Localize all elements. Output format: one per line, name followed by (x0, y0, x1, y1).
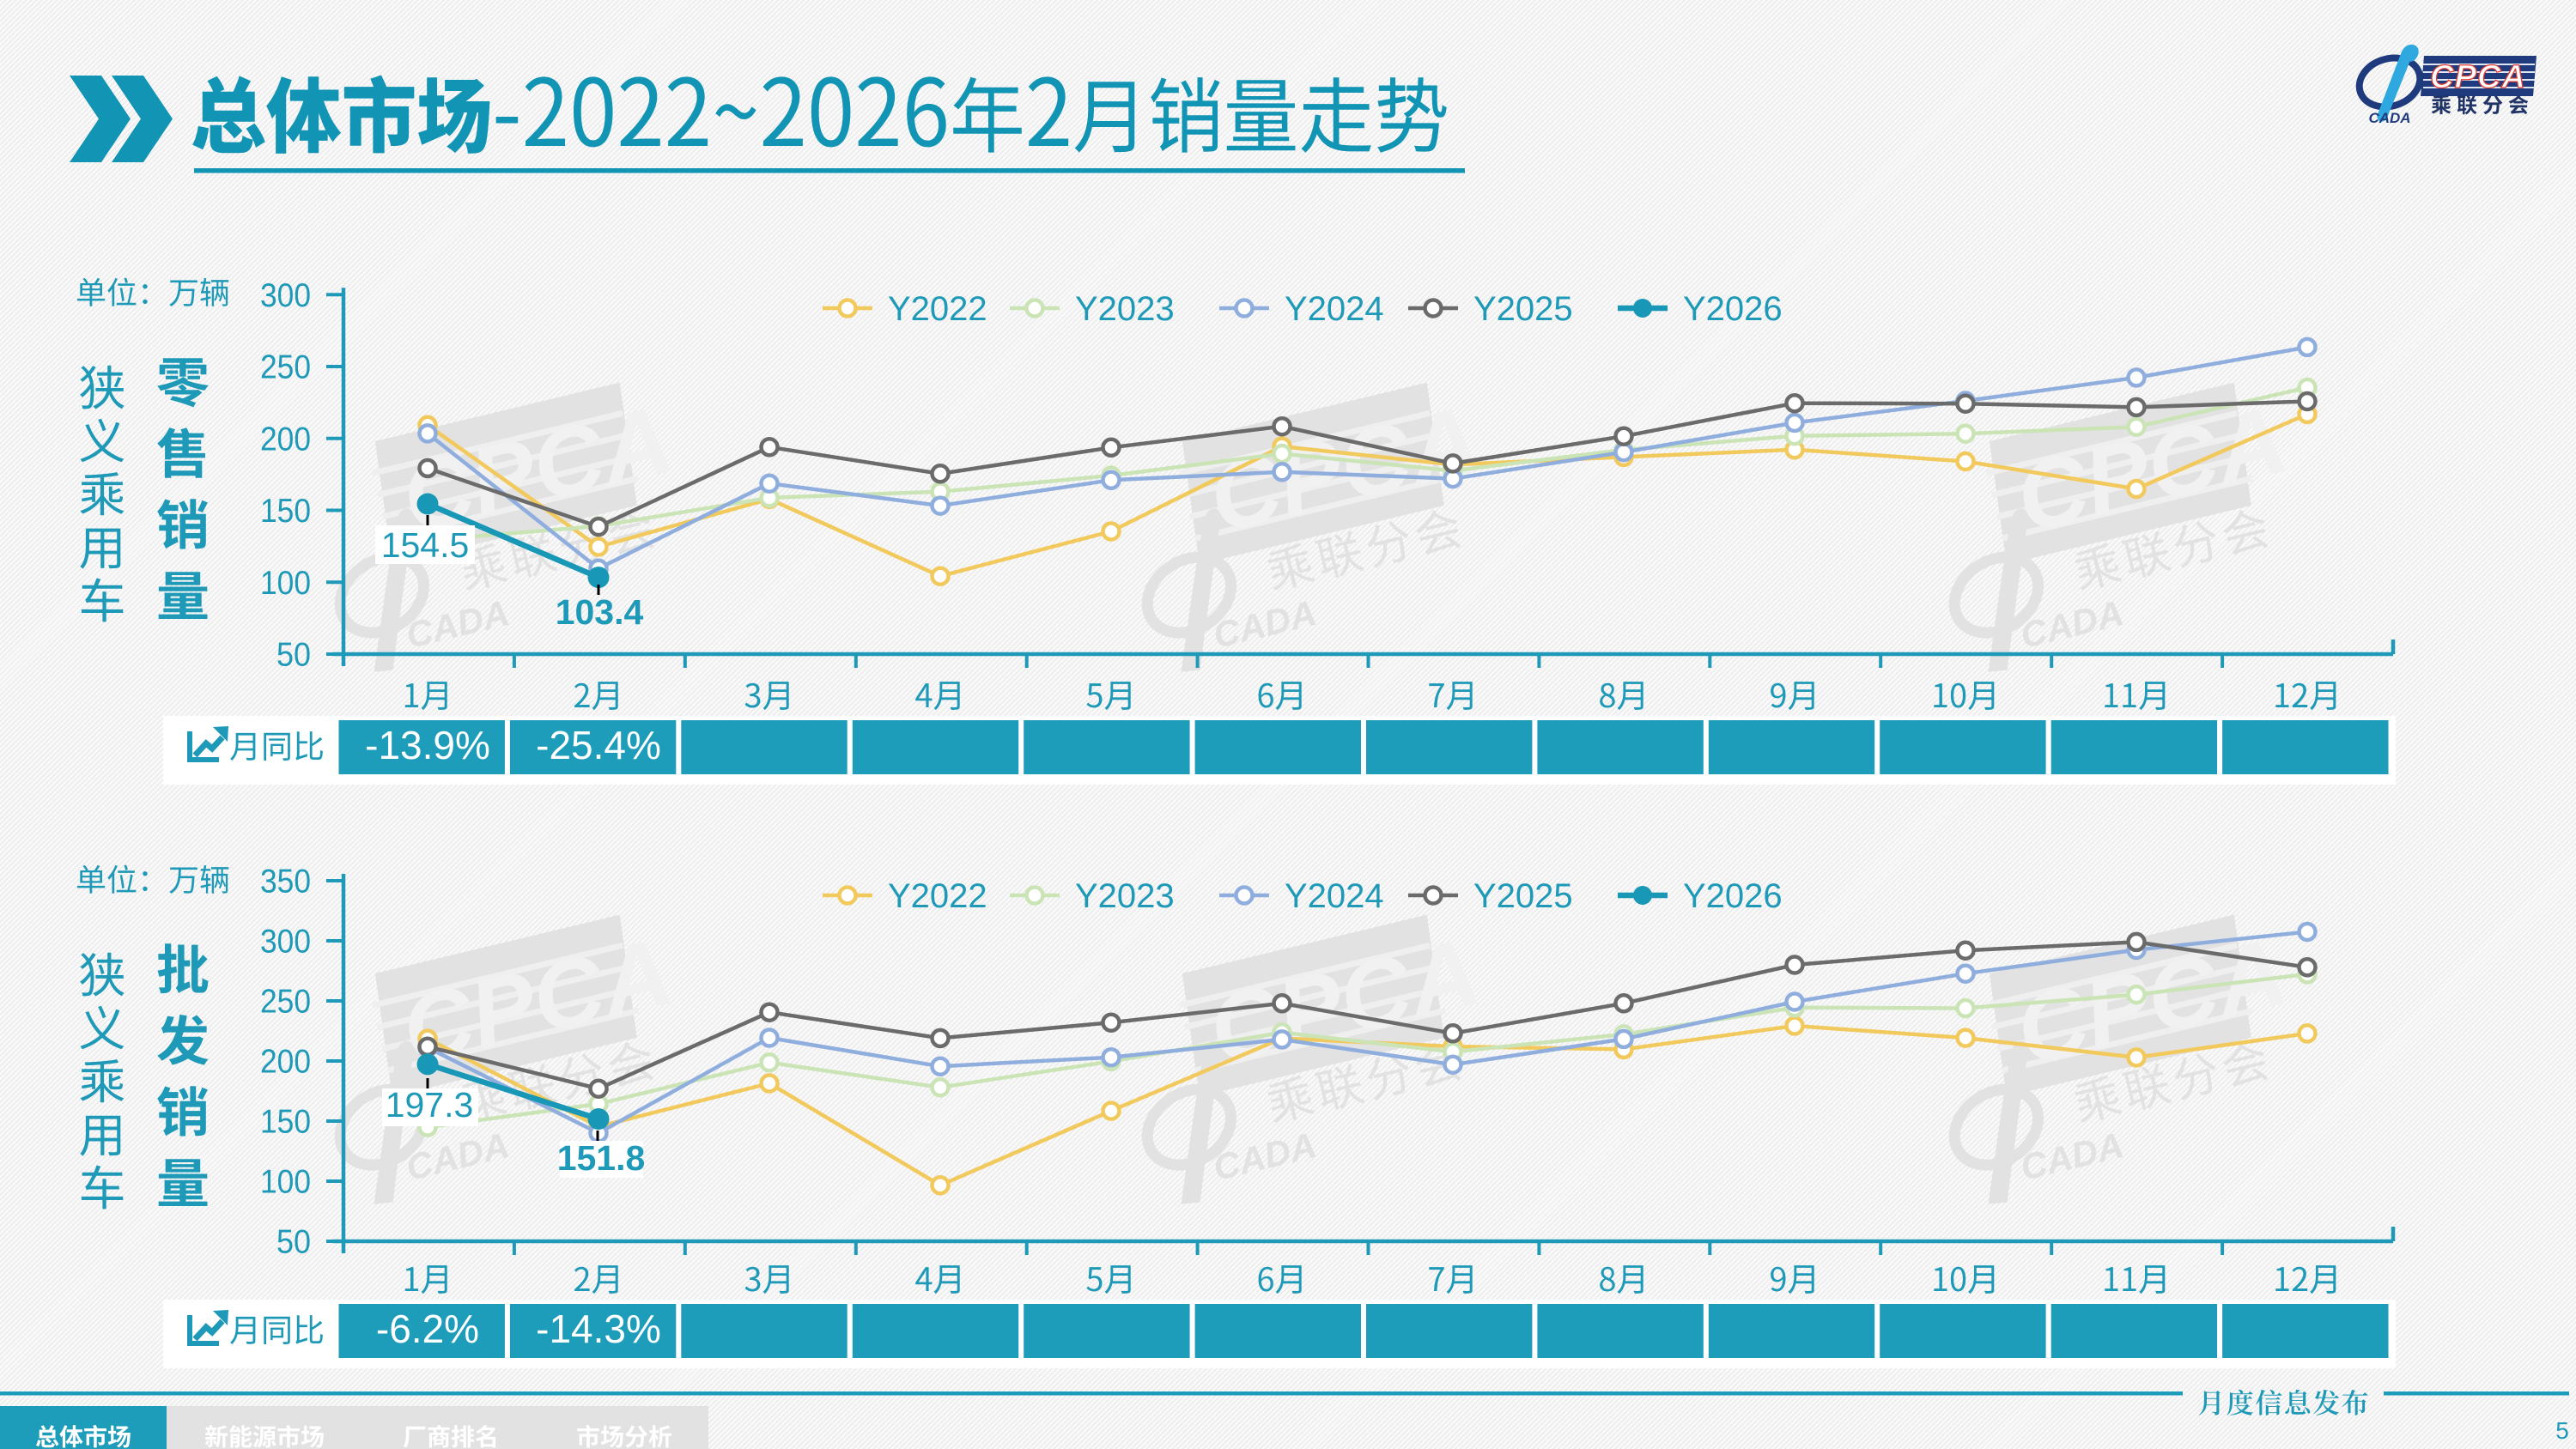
svg-text:-14.3%: -14.3% (536, 1307, 661, 1351)
svg-text:197.3: 197.3 (386, 1085, 474, 1125)
svg-text:50: 50 (276, 637, 311, 674)
svg-text:200: 200 (260, 1044, 311, 1081)
svg-text:Y2023: Y2023 (1075, 290, 1175, 328)
svg-text:5: 5 (2555, 1417, 2569, 1444)
svg-text:250: 250 (260, 984, 311, 1021)
svg-text:-25.4%: -25.4% (536, 723, 661, 767)
svg-text:Y2025: Y2025 (1473, 877, 1573, 915)
svg-text:Y2022: Y2022 (888, 877, 987, 915)
svg-text:200: 200 (260, 421, 311, 458)
svg-text:50: 50 (276, 1224, 311, 1261)
svg-text:Y2024: Y2024 (1285, 877, 1384, 915)
svg-text:150: 150 (260, 1104, 311, 1141)
svg-text:CPCA: CPCA (2430, 59, 2526, 95)
svg-text:300: 300 (260, 277, 311, 314)
svg-text:Y2026: Y2026 (1683, 290, 1783, 328)
svg-text:Y2022: Y2022 (888, 290, 987, 328)
svg-text:151.8: 151.8 (557, 1138, 646, 1178)
svg-text:103.4: 103.4 (556, 592, 644, 632)
svg-text:Y2026: Y2026 (1683, 877, 1783, 915)
svg-text:154.5: 154.5 (381, 525, 470, 565)
svg-text:150: 150 (260, 493, 311, 530)
svg-text:100: 100 (260, 565, 311, 602)
svg-text:Y2025: Y2025 (1473, 290, 1573, 328)
svg-text:-6.2%: -6.2% (376, 1307, 479, 1351)
svg-text:CADA: CADA (2368, 110, 2410, 126)
svg-text:Y2023: Y2023 (1075, 877, 1175, 915)
svg-text:-13.9%: -13.9% (365, 723, 490, 767)
svg-text:300: 300 (260, 924, 311, 961)
svg-text:250: 250 (260, 349, 311, 386)
svg-text:350: 350 (260, 864, 311, 900)
svg-text:100: 100 (260, 1164, 311, 1201)
svg-text:Y2024: Y2024 (1285, 290, 1384, 328)
